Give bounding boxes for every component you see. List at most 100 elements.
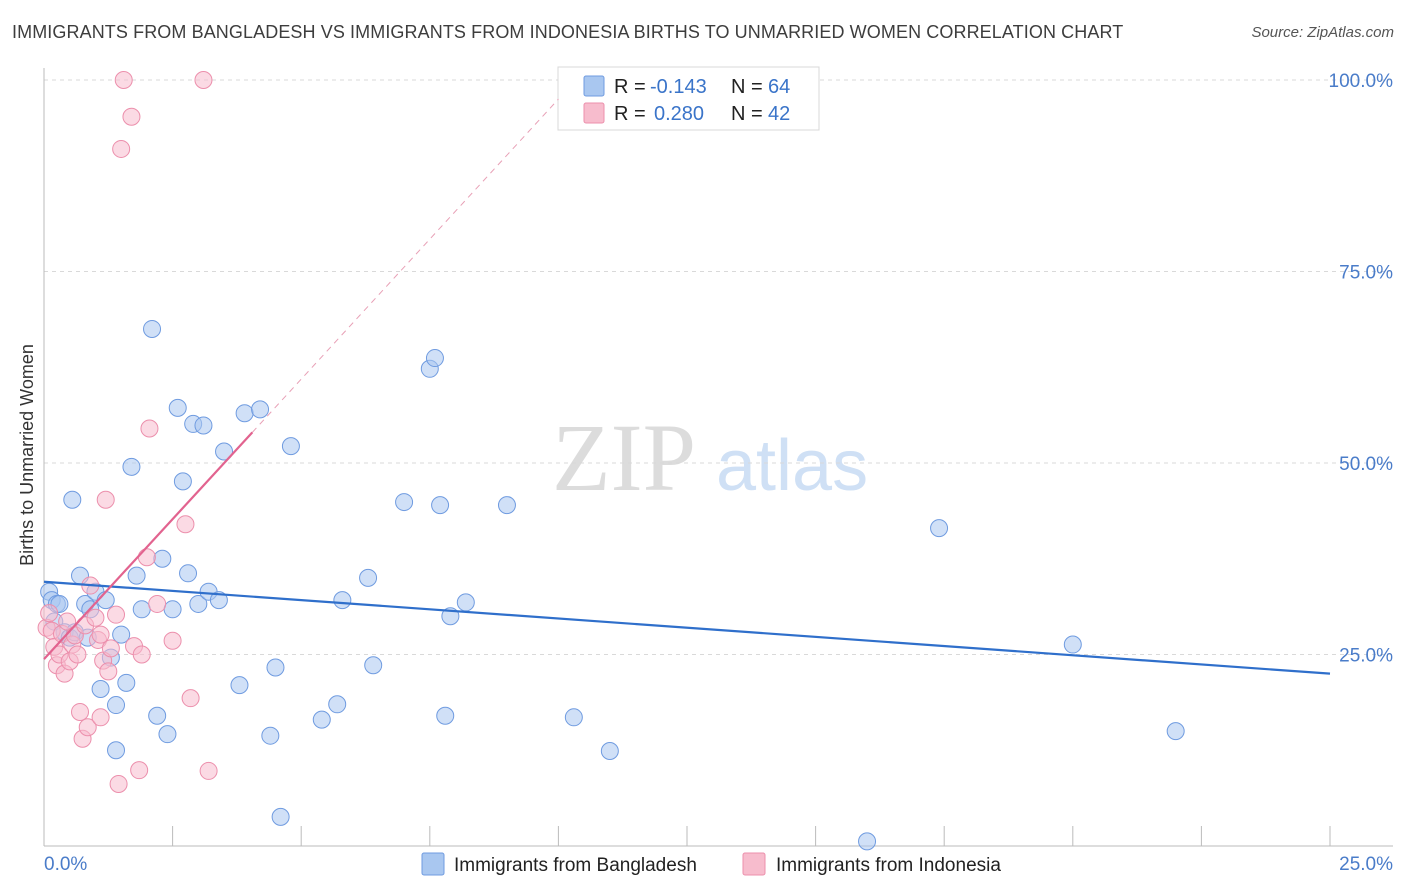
point-bangladesh [364, 656, 383, 675]
watermark-atlas: atlas [716, 426, 868, 506]
point-bangladesh [333, 591, 352, 610]
trend-line-indonesia-extension [251, 98, 559, 433]
point-indonesia [148, 594, 167, 613]
point-bangladesh [858, 832, 877, 851]
chart-title: IMMIGRANTS FROM BANGLADESH VS IMMIGRANTS… [12, 22, 1124, 42]
point-bangladesh [168, 398, 187, 417]
watermark-zip: ZIP [552, 404, 696, 511]
point-bangladesh [266, 658, 285, 677]
point-bangladesh [189, 594, 208, 613]
point-bangladesh [132, 600, 151, 619]
point-indonesia [176, 515, 195, 534]
point-indonesia [96, 490, 115, 509]
point-bangladesh [1166, 722, 1185, 741]
bottom-legend-swatch-bangladesh [421, 852, 445, 876]
legend-n-value-bangladesh: 64 [768, 76, 790, 98]
point-bangladesh [122, 457, 141, 476]
trend-line-bangladesh [43, 580, 1331, 675]
point-indonesia [130, 761, 149, 780]
legend-r-label-indonesia: R = [614, 103, 646, 125]
point-bangladesh [63, 490, 82, 509]
point-bangladesh [497, 496, 516, 515]
point-bangladesh [328, 695, 347, 714]
point-indonesia [199, 761, 218, 780]
legend: R = -0.143 N = 64 R = 0.280 N = 42 [557, 66, 820, 131]
point-bangladesh [235, 404, 254, 423]
point-indonesia [68, 645, 87, 664]
gridlines [44, 79, 1393, 655]
y-tick-label: 50.0% [1339, 454, 1393, 475]
point-bangladesh [127, 566, 146, 585]
point-indonesia [112, 139, 131, 158]
point-bangladesh [179, 564, 198, 583]
point-bangladesh [158, 725, 177, 744]
legend-r-value-indonesia: 0.280 [654, 103, 704, 125]
point-indonesia [71, 702, 90, 721]
bottom-legend-label-indonesia: Immigrants from Indonesia [776, 855, 1001, 876]
point-bangladesh [148, 706, 167, 725]
point-bangladesh [153, 549, 172, 568]
legend-n-value-indonesia: 42 [768, 103, 790, 125]
point-indonesia [194, 71, 213, 89]
legend-swatch-bangladesh [583, 75, 605, 97]
legend-r-label-bangladesh: R = [614, 76, 646, 98]
point-bangladesh [600, 742, 619, 761]
point-bangladesh [359, 568, 378, 587]
point-indonesia [78, 718, 97, 737]
point-bangladesh [251, 400, 270, 419]
point-bangladesh [436, 706, 455, 725]
point-bangladesh [215, 442, 234, 461]
x-tick-label-max: 25.0% [1339, 854, 1393, 875]
point-indonesia [163, 631, 182, 650]
point-bangladesh [312, 710, 331, 729]
point-bangladesh [163, 600, 182, 619]
point-indonesia [140, 419, 159, 438]
point-bangladesh [112, 625, 131, 644]
series-bangladesh-points [40, 319, 1185, 851]
y-tick-label: 25.0% [1339, 646, 1393, 667]
point-bangladesh [143, 319, 162, 338]
point-indonesia [132, 645, 151, 664]
point-bangladesh [425, 349, 444, 368]
point-bangladesh [194, 416, 213, 435]
point-indonesia [91, 625, 110, 644]
bottom-legend: Immigrants from Bangladesh Immigrants fr… [421, 852, 1001, 876]
point-bangladesh [107, 696, 126, 715]
axes [43, 68, 1393, 847]
bottom-legend-swatch-indonesia [742, 852, 766, 876]
point-indonesia [101, 639, 120, 658]
point-bangladesh [431, 496, 450, 515]
point-bangladesh [107, 741, 126, 760]
legend-r-value-bangladesh: -0.143 [650, 76, 707, 98]
legend-n-label-bangladesh: N = [731, 76, 763, 98]
point-bangladesh [173, 472, 192, 491]
point-indonesia [91, 708, 110, 727]
point-bangladesh [1063, 635, 1082, 654]
point-indonesia [58, 612, 77, 631]
legend-n-label-indonesia: N = [731, 103, 763, 125]
point-indonesia [122, 107, 141, 126]
point-bangladesh [230, 676, 249, 695]
x-tick-label-min: 0.0% [44, 854, 87, 875]
point-bangladesh [261, 726, 280, 745]
y-tick-label: 100.0% [1329, 71, 1394, 92]
point-bangladesh [91, 679, 110, 698]
point-bangladesh [281, 437, 300, 456]
source-credit: Source: ZipAtlas.com [1251, 24, 1394, 41]
point-bangladesh [930, 519, 949, 538]
bottom-legend-label-bangladesh: Immigrants from Bangladesh [454, 855, 697, 876]
point-bangladesh [96, 591, 115, 610]
point-indonesia [86, 608, 105, 627]
legend-swatch-indonesia [583, 102, 605, 124]
point-indonesia [109, 774, 128, 793]
trend-lines [43, 98, 1331, 675]
point-indonesia [40, 604, 59, 623]
trend-line-indonesia [43, 431, 254, 660]
series-indonesia-points [37, 71, 218, 793]
point-indonesia [114, 71, 133, 89]
point-indonesia [99, 662, 118, 681]
point-bangladesh [271, 807, 290, 826]
y-tick-label: 75.0% [1339, 263, 1393, 284]
point-bangladesh [117, 673, 136, 692]
